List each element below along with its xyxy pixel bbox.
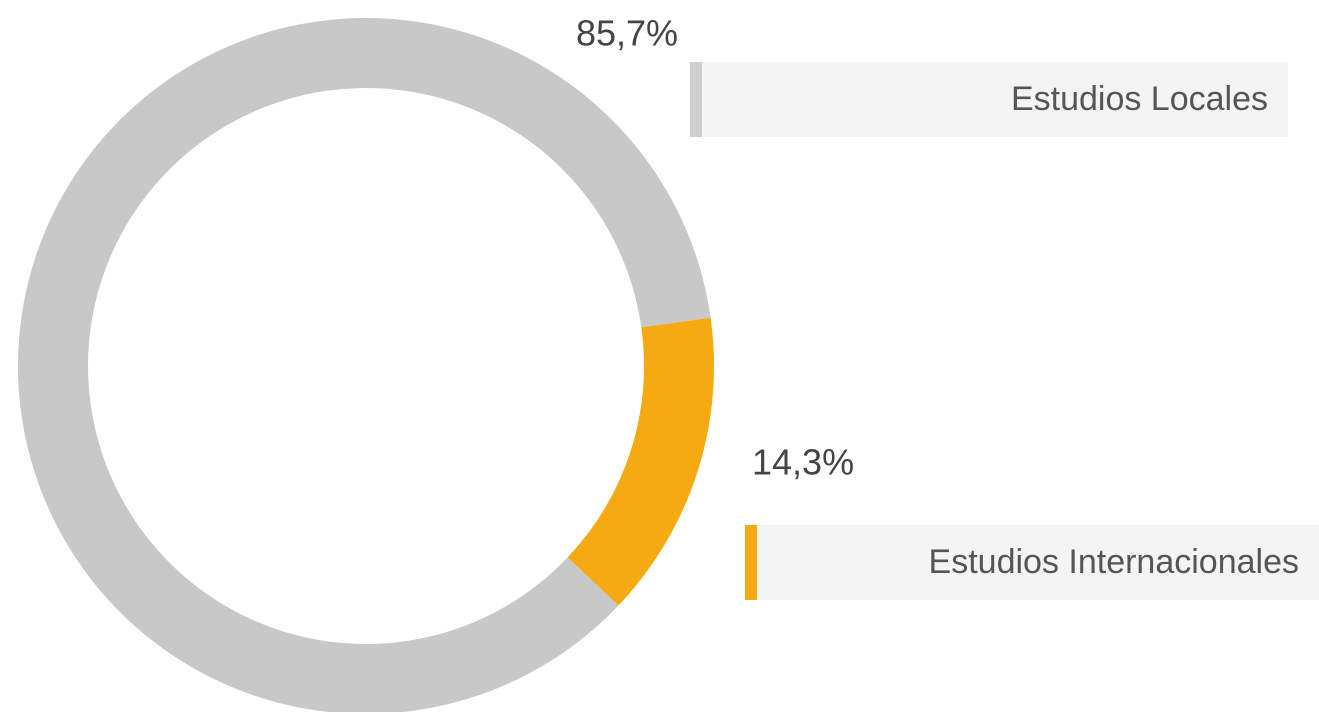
legend-box: [745, 525, 1319, 600]
slice: [18, 18, 711, 712]
value-label: 85,7%: [576, 13, 678, 54]
legend-swatch: [745, 525, 757, 600]
legend-label: Estudios Locales: [1011, 80, 1268, 118]
legend-box: [690, 62, 1288, 137]
legend-label: Estudios Internacionales: [929, 543, 1299, 581]
value-label: 14,3%: [752, 442, 854, 483]
legend-swatch: [690, 62, 702, 137]
slice: [567, 317, 715, 606]
